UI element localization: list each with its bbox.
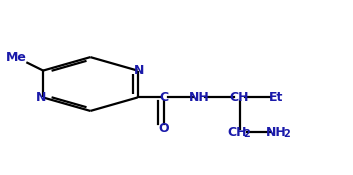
Text: O: O <box>158 122 169 135</box>
Text: NH: NH <box>189 91 209 104</box>
Text: N: N <box>134 64 144 77</box>
Text: NH: NH <box>266 126 287 139</box>
Text: C: C <box>159 91 168 104</box>
Text: CH: CH <box>228 126 247 139</box>
Text: CH: CH <box>230 91 249 104</box>
Text: Et: Et <box>269 91 283 104</box>
Text: 2: 2 <box>244 129 250 139</box>
Text: Me: Me <box>6 51 27 64</box>
Text: N: N <box>36 91 47 104</box>
Text: 2: 2 <box>283 129 290 139</box>
